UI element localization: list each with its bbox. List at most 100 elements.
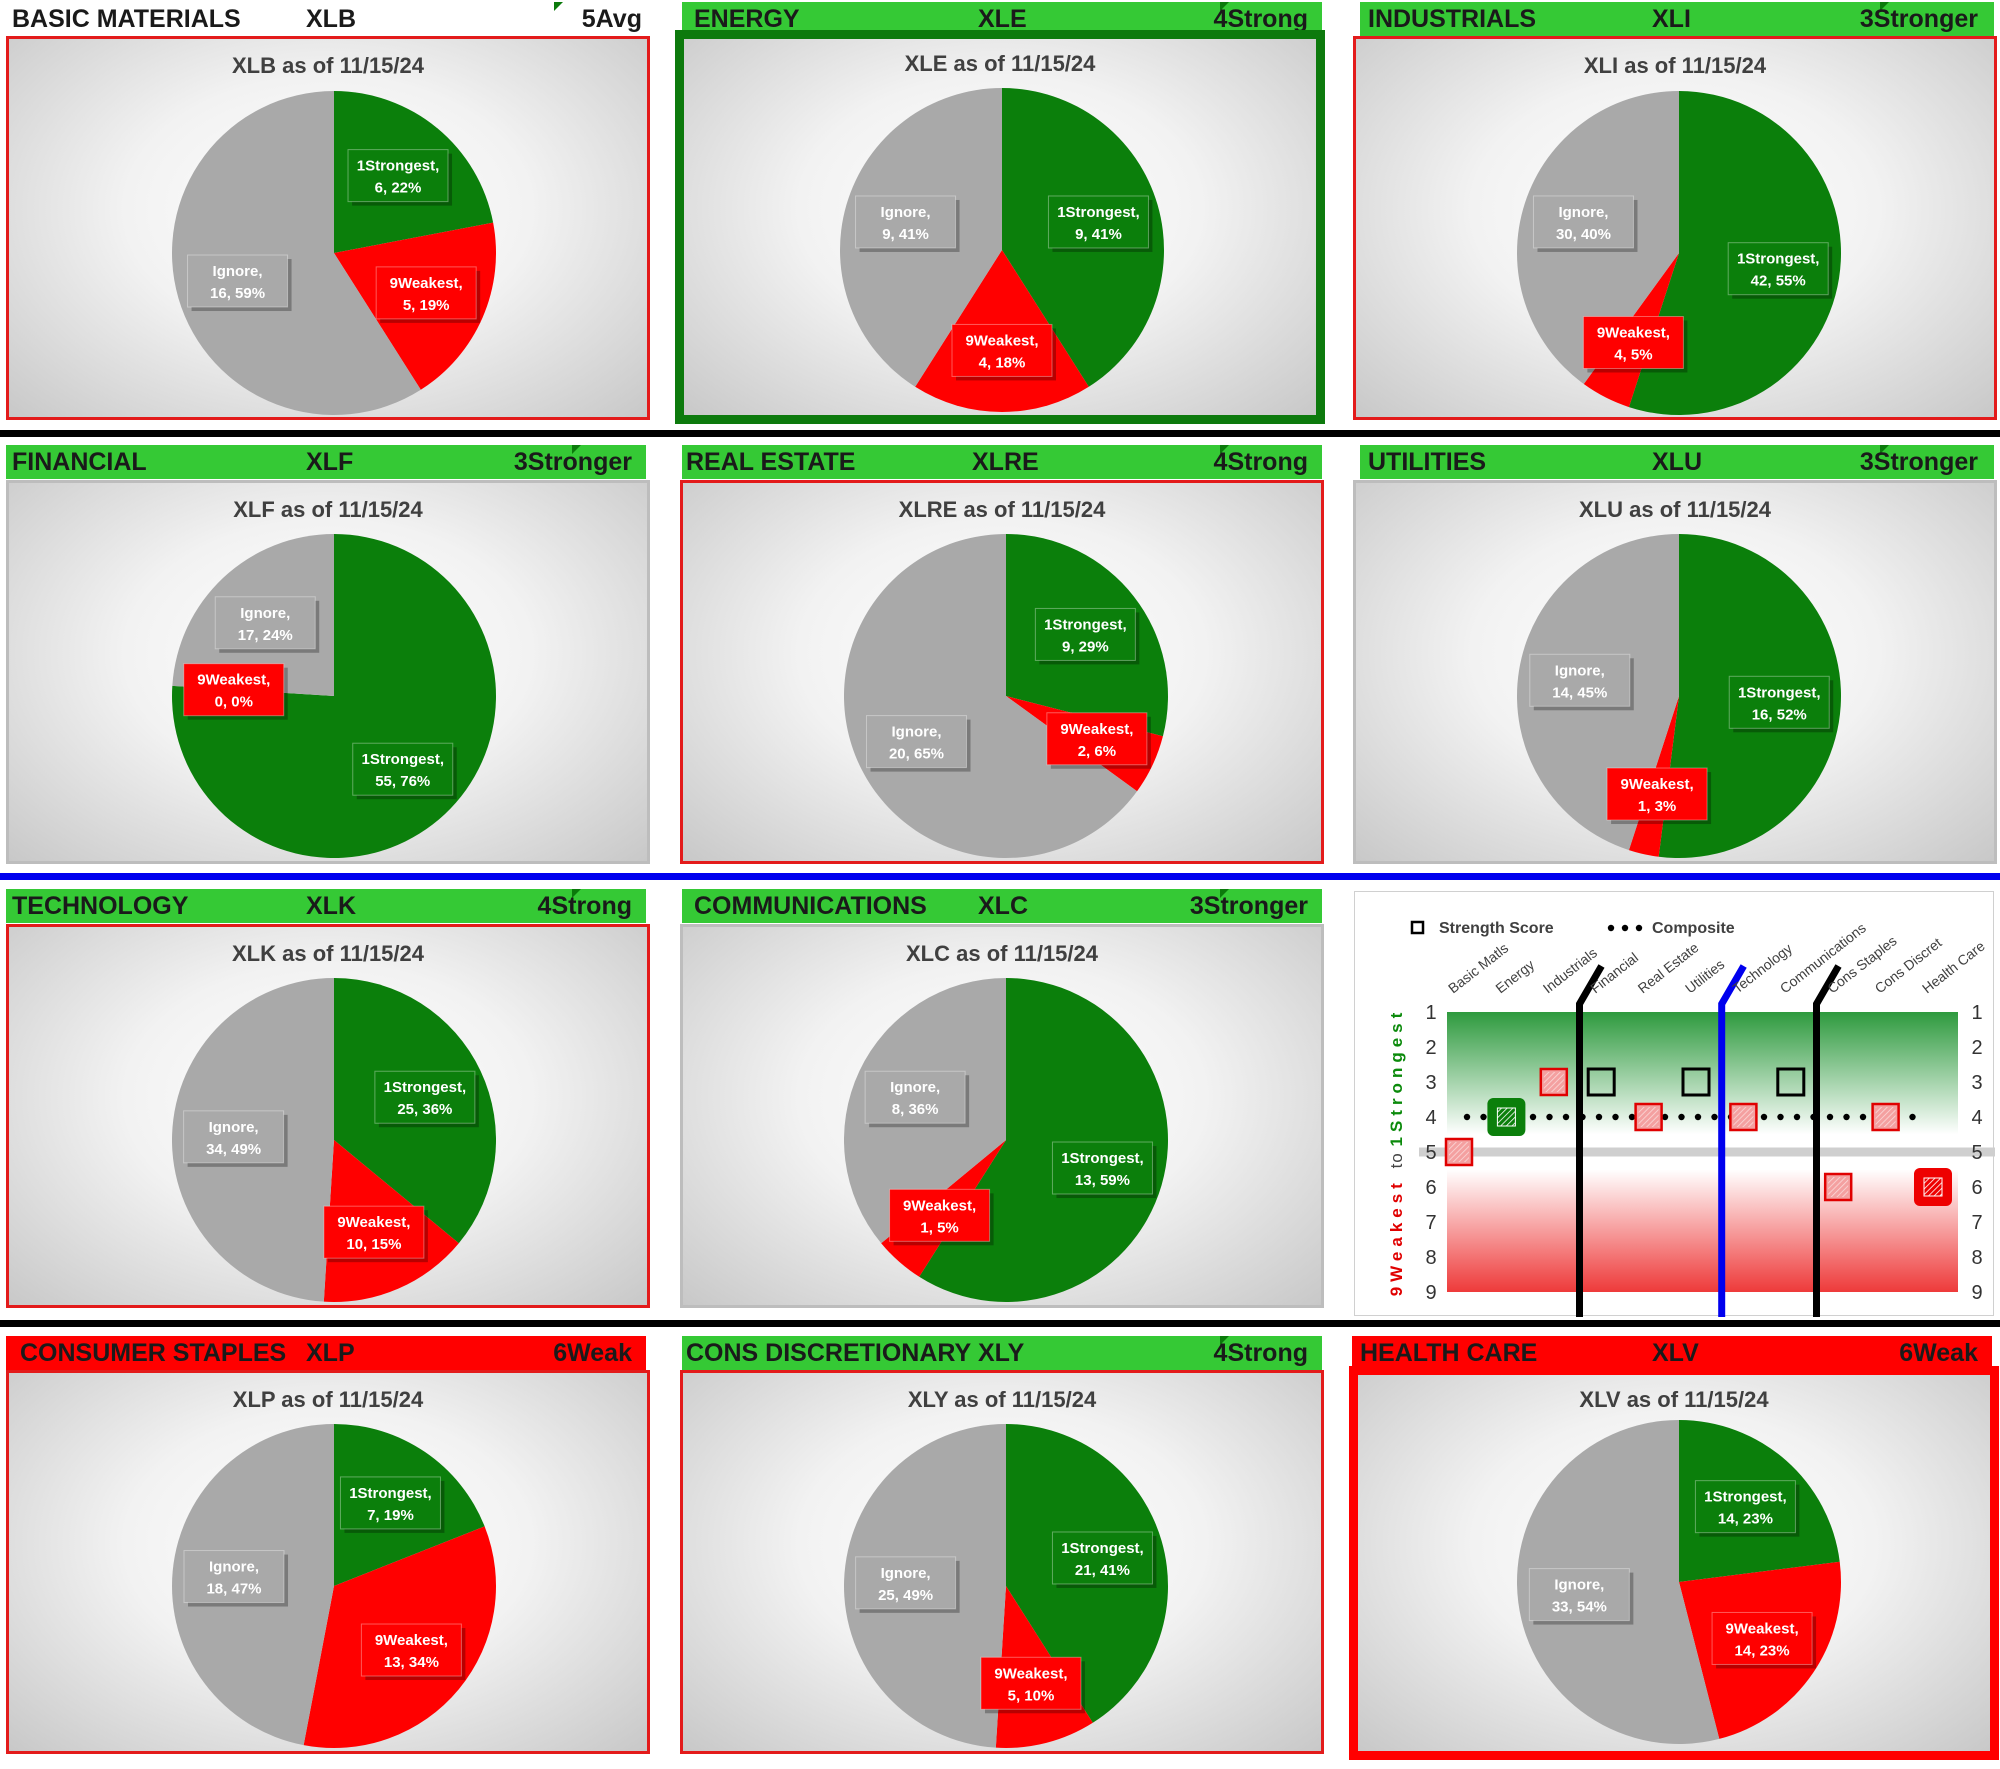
- svg-text:1Strongest,: 1Strongest,: [361, 751, 444, 768]
- strength-marker: [1823, 1172, 1853, 1202]
- legend-strength-score: Strength Score: [1439, 920, 1554, 937]
- data-label-ignore: Ignore, 17, 24%: [214, 596, 320, 653]
- svg-text:8, 36%: 8, 36%: [892, 1101, 939, 1118]
- sector-name: UTILITIES: [1368, 448, 1487, 476]
- pie-slice-ignore: [844, 534, 1138, 858]
- chart-panel-xlp: XLP as of 11/15/24 1Strongest, 7, 19% 9Wea…: [6, 1370, 650, 1754]
- svg-text:9Weakest,: 9Weakest,: [965, 332, 1038, 349]
- svg-text:55, 76%: 55, 76%: [375, 773, 430, 790]
- svg-text:9Weakest,: 9Weakest,: [337, 1214, 410, 1231]
- svg-text:1Strongest,: 1Strongest,: [349, 1485, 432, 1502]
- svg-text:Ignore,: Ignore,: [890, 1079, 940, 1096]
- header-consumer-staples: CONSUMER STAPLES XLP 6Weak: [6, 1336, 646, 1370]
- pie-chart-xlk: 1Strongest, 25, 36% 9Weakest, 10, 15% Ignore…: [171, 978, 496, 1302]
- strength-marker: [1444, 1137, 1474, 1167]
- chart-panel-xlre: XLRE as of 11/15/24 1Strongest, 9, 29% 9We…: [680, 480, 1324, 864]
- y-tick-right: 5: [1971, 1142, 1982, 1164]
- strength-marker: [1634, 1102, 1663, 1132]
- chart-title: XLC as of 11/15/24: [906, 941, 1098, 966]
- data-label-weakest: 9Weakest, 5, 10%: [980, 1656, 1085, 1714]
- sector-rating: 3Stronger: [1859, 448, 1978, 476]
- data-label-strongest: 1Strongest, 25, 36%: [374, 1070, 479, 1128]
- sector-rating: 4Strong: [1213, 1339, 1308, 1367]
- y-tick-left: 8: [1425, 1247, 1436, 1269]
- svg-text:6, 22%: 6, 22%: [375, 180, 422, 197]
- svg-text:Ignore,: Ignore,: [240, 605, 290, 622]
- svg-text:7, 19%: 7, 19%: [367, 1507, 414, 1524]
- chart-title: XLB as of 11/15/24: [232, 53, 424, 78]
- chart-panel-xlf: XLF as of 11/15/24 1Strongest, 55, 76% 9We…: [6, 480, 650, 864]
- group-separator: [1813, 964, 1842, 1317]
- svg-text:14, 23%: 14, 23%: [1735, 1642, 1790, 1659]
- chart-title: XLI as of 11/15/24: [1583, 53, 1767, 78]
- sector-ticker: XLU: [1652, 448, 1702, 476]
- data-label-ignore: Ignore, 25, 49%: [855, 1556, 960, 1613]
- chart-title: XLRE as of 11/15/24: [898, 497, 1106, 522]
- chart-panel-xlb: XLB as of 11/15/24 1Strongest, 6, 22% 9Wea…: [6, 36, 650, 420]
- sector-rating: 6Weak: [553, 1339, 632, 1367]
- separator-black: [0, 1320, 2000, 1327]
- svg-text:9Weakest,: 9Weakest,: [994, 1665, 1067, 1682]
- y-tick-left: 3: [1425, 1072, 1436, 1094]
- svg-text:16, 59%: 16, 59%: [210, 285, 265, 302]
- y-tick-left: 9: [1425, 1282, 1436, 1304]
- svg-text:Ignore,: Ignore,: [213, 263, 263, 280]
- chart-panel-xli: XLI as of 11/15/24 1Strongest, 42, 55% 9We…: [1353, 36, 1997, 420]
- sector-ticker: XLRE: [972, 448, 1039, 476]
- pie-chart-xlre: 1Strongest, 9, 29% 9Weakest, 2, 6% Ignore, 20…: [844, 534, 1168, 858]
- data-label-strongest: 1Strongest, 42, 55%: [1727, 242, 1833, 299]
- svg-text:9Weakest,: 9Weakest,: [1726, 1620, 1799, 1637]
- group-separator: [1576, 964, 1605, 1317]
- svg-text:9, 29%: 9, 29%: [1062, 638, 1109, 655]
- chart-panel-xlk: XLK as of 11/15/24 1Strongest, 25, 36% 9We…: [6, 924, 650, 1308]
- header-cons-discretionary: CONS DISCRETIONARY XLY 4Strong: [682, 1336, 1322, 1370]
- data-label-ignore: Ignore, 30, 40%: [1532, 195, 1638, 252]
- svg-text:9, 41%: 9, 41%: [882, 226, 929, 243]
- strength-marker: [1914, 1168, 1952, 1206]
- pie-chart-xle: 1Strongest, 9, 41% 9Weakest, 4, 18% Ignore, 9…: [839, 88, 1165, 412]
- sector-ticker: XLP: [306, 1339, 355, 1367]
- data-label-ignore: Ignore, 14, 45%: [1529, 653, 1634, 711]
- x-category-label: Utilities: [1682, 956, 1727, 996]
- svg-text:Ignore,: Ignore,: [1554, 1577, 1604, 1594]
- sector-ticker: XLB: [306, 5, 356, 33]
- svg-text:Ignore,: Ignore,: [1555, 662, 1605, 679]
- chart-panel-xlc: XLC as of 11/15/24 1Strongest, 13, 59% 9We…: [680, 924, 1324, 1308]
- data-label-ignore: Ignore, 33, 54%: [1528, 1568, 1634, 1625]
- data-label-weakest: 9Weakest, 13, 34%: [360, 1623, 466, 1681]
- pie-chart-xli: 1Strongest, 42, 55% 9Weakest, 4, 5% Ignore, 3…: [1517, 91, 1841, 416]
- data-label-weakest: 9Weakest, 10, 15%: [323, 1205, 428, 1263]
- strength-marker: [1681, 1067, 1711, 1097]
- sector-rating: 3Stronger: [1859, 5, 1978, 33]
- svg-text:13, 59%: 13, 59%: [1075, 1172, 1130, 1189]
- svg-text:1Strongest,: 1Strongest,: [1061, 1540, 1144, 1557]
- svg-text:Ignore,: Ignore,: [209, 1559, 259, 1576]
- strength-marker: [1729, 1102, 1758, 1132]
- sector-ticker: XLI: [1652, 5, 1691, 33]
- chart-title: XLF as of 11/15/24: [233, 497, 423, 522]
- sector-rating: 4Strong: [1213, 448, 1308, 476]
- chart-panel-xle: XLE as of 11/15/24 1Strongest, 9, 41% 9Wea…: [675, 30, 1325, 424]
- legend-square-icon: [1410, 920, 1425, 935]
- chart-panel-xlv: XLV as of 11/15/24 1Strongest, 14, 23% 9We…: [1349, 1366, 1999, 1760]
- sector-rating: 3Stronger: [513, 448, 632, 476]
- header-real-estate: REAL ESTATE XLRE 4Strong: [682, 445, 1322, 479]
- svg-text:Ignore,: Ignore,: [209, 1119, 259, 1136]
- svg-text:Ignore,: Ignore,: [891, 724, 941, 741]
- chart-title: XLP as of 11/15/24: [232, 1387, 424, 1412]
- pie-chart-xlf: 1Strongest, 55, 76% 9Weakest, 0, 0% Ignore, 1…: [172, 534, 497, 858]
- svg-text:5, 19%: 5, 19%: [403, 297, 450, 314]
- y-tick-left: 2: [1425, 1037, 1436, 1059]
- svg-text:20, 65%: 20, 65%: [889, 746, 944, 763]
- sector-ticker: XLK: [306, 892, 356, 920]
- svg-text:1Strongest,: 1Strongest,: [1737, 251, 1820, 268]
- svg-text:9Weakest,: 9Weakest,: [1621, 776, 1694, 793]
- sector-name: CONSUMER STAPLES: [20, 1339, 287, 1367]
- header-technology: TECHNOLOGY XLK 4Strong: [6, 889, 646, 923]
- y-tick-right: 7: [1971, 1212, 1982, 1234]
- y-tick-right: 1: [1971, 1002, 1982, 1024]
- data-label-ignore: Ignore, 16, 59%: [187, 254, 292, 312]
- group-separator: [1718, 964, 1747, 1317]
- header-financial: FINANCIAL XLF 3Stronger: [6, 445, 646, 479]
- svg-text:0, 0%: 0, 0%: [215, 694, 253, 711]
